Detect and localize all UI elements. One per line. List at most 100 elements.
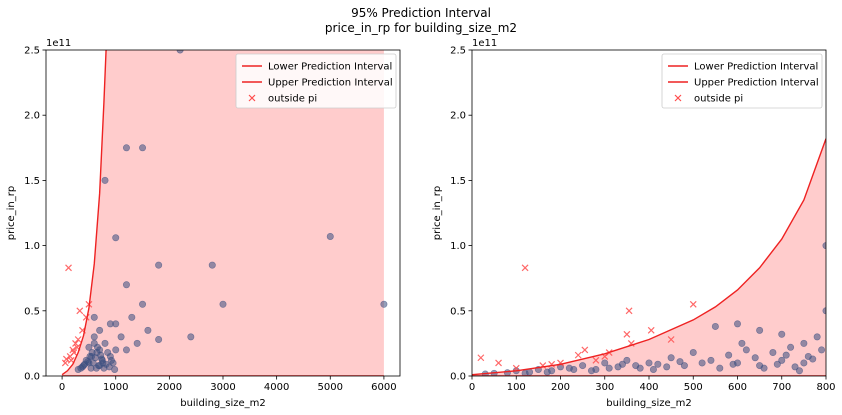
data-point <box>787 343 795 351</box>
data-point <box>800 359 808 367</box>
data-point <box>742 346 750 354</box>
outside-pi-point <box>574 351 582 359</box>
plot-area <box>61 50 388 376</box>
outside-pi-point <box>477 354 485 362</box>
data-point <box>791 363 799 371</box>
legend-box <box>661 53 823 109</box>
data-point <box>521 369 529 376</box>
outside-pi-point <box>623 330 631 338</box>
legend-label: outside pi <box>694 94 743 105</box>
data-point <box>93 343 101 351</box>
data-point <box>104 349 112 357</box>
legend-label: Lower Prediction Interval <box>694 62 818 73</box>
data-point <box>107 356 115 364</box>
data-point <box>112 234 120 242</box>
x-tick-label: 300 <box>595 382 614 393</box>
outside-pi-point <box>667 336 675 343</box>
x-tick-label: 100 <box>507 382 526 393</box>
data-point <box>680 362 688 370</box>
data-point <box>698 359 706 367</box>
data-point <box>800 339 808 347</box>
data-point <box>778 330 786 338</box>
upper-interval-line <box>61 50 107 376</box>
data-point <box>85 343 93 351</box>
x-tick-label: 4000 <box>264 382 289 393</box>
y-tick-label: 1.5 <box>24 176 40 187</box>
data-point <box>751 354 759 362</box>
x-tick-label: 800 <box>816 382 835 393</box>
data-point <box>96 326 104 334</box>
plot-panel-2: 0 100 200 300 400 500 600 700 800 0.0 0.5 1.0 1.5 2.0… <box>432 38 836 409</box>
y-tick-label: 0.5 <box>24 306 40 317</box>
legend-label: outside pi <box>268 94 317 105</box>
x-tick-label: 200 <box>551 382 570 393</box>
figure-subtitle: price_in_rp for building_size_m2 <box>325 21 517 35</box>
data-point <box>813 333 821 341</box>
outside-pi-point <box>76 307 84 315</box>
x-tick-label: 2000 <box>157 382 182 393</box>
outside-pi-point <box>70 349 78 356</box>
data-point <box>632 362 640 370</box>
data-point <box>128 313 136 321</box>
x-tick-label: 500 <box>684 382 703 393</box>
data-point <box>380 300 388 308</box>
data-point <box>122 346 130 354</box>
data-point <box>111 365 119 373</box>
data-point <box>122 144 130 152</box>
plot-area <box>472 138 826 376</box>
outside-pi-point <box>62 355 70 363</box>
data-point <box>711 322 719 330</box>
data-point <box>654 360 662 368</box>
x-tick-label: 6000 <box>371 382 396 393</box>
y-tick-label: 2.5 <box>24 46 40 57</box>
data-point <box>117 333 125 341</box>
data-point <box>605 364 613 372</box>
y-tick-label: 0.5 <box>450 306 466 317</box>
y-tick-label: 1.0 <box>24 241 40 252</box>
data-point <box>176 50 184 54</box>
outside-pi-point <box>625 307 633 315</box>
outside-pi-point <box>521 264 529 272</box>
x-tick-label: 0 <box>59 382 65 393</box>
data-point <box>579 362 587 370</box>
outside-pi-point <box>82 313 90 321</box>
data-point <box>782 351 790 359</box>
data-point <box>738 339 746 347</box>
data-point <box>689 349 697 357</box>
data-point <box>733 320 741 328</box>
data-point <box>133 339 141 347</box>
x-tick-label: 1000 <box>103 382 128 393</box>
data-point <box>90 313 98 321</box>
data-point <box>729 360 737 368</box>
y-tick-label: 0.0 <box>450 372 466 383</box>
data-point <box>208 261 216 269</box>
data-point <box>543 368 551 376</box>
data-point <box>645 359 653 367</box>
data-point <box>139 144 147 152</box>
data-point <box>219 300 227 308</box>
outside-pi-point <box>65 264 72 272</box>
y-scale-label: 1e11 <box>46 38 71 49</box>
data-point <box>663 363 671 371</box>
data-point <box>667 354 675 362</box>
legend-label: Upper Prediction Interval <box>268 78 393 89</box>
data-point <box>144 326 152 334</box>
data-point <box>809 355 817 363</box>
data-point <box>725 351 733 359</box>
x-tick-label: 700 <box>772 382 791 393</box>
data-point <box>155 261 163 269</box>
y-tick-label: 1.5 <box>450 176 466 187</box>
data-point <box>101 176 109 184</box>
data-point <box>795 367 803 375</box>
data-point <box>818 346 826 354</box>
x-axis-label: building_size_m2 <box>180 398 266 409</box>
x-tick-label: 600 <box>728 382 747 393</box>
y-axis-label: price_in_rp <box>6 186 17 240</box>
outside-pi-point <box>61 359 69 367</box>
data-point <box>601 359 609 367</box>
data-point <box>707 356 715 364</box>
legend: Lower Prediction Interval Upper Predictio… <box>235 53 397 109</box>
y-tick-label: 1.0 <box>450 241 466 252</box>
data-point <box>139 300 147 308</box>
